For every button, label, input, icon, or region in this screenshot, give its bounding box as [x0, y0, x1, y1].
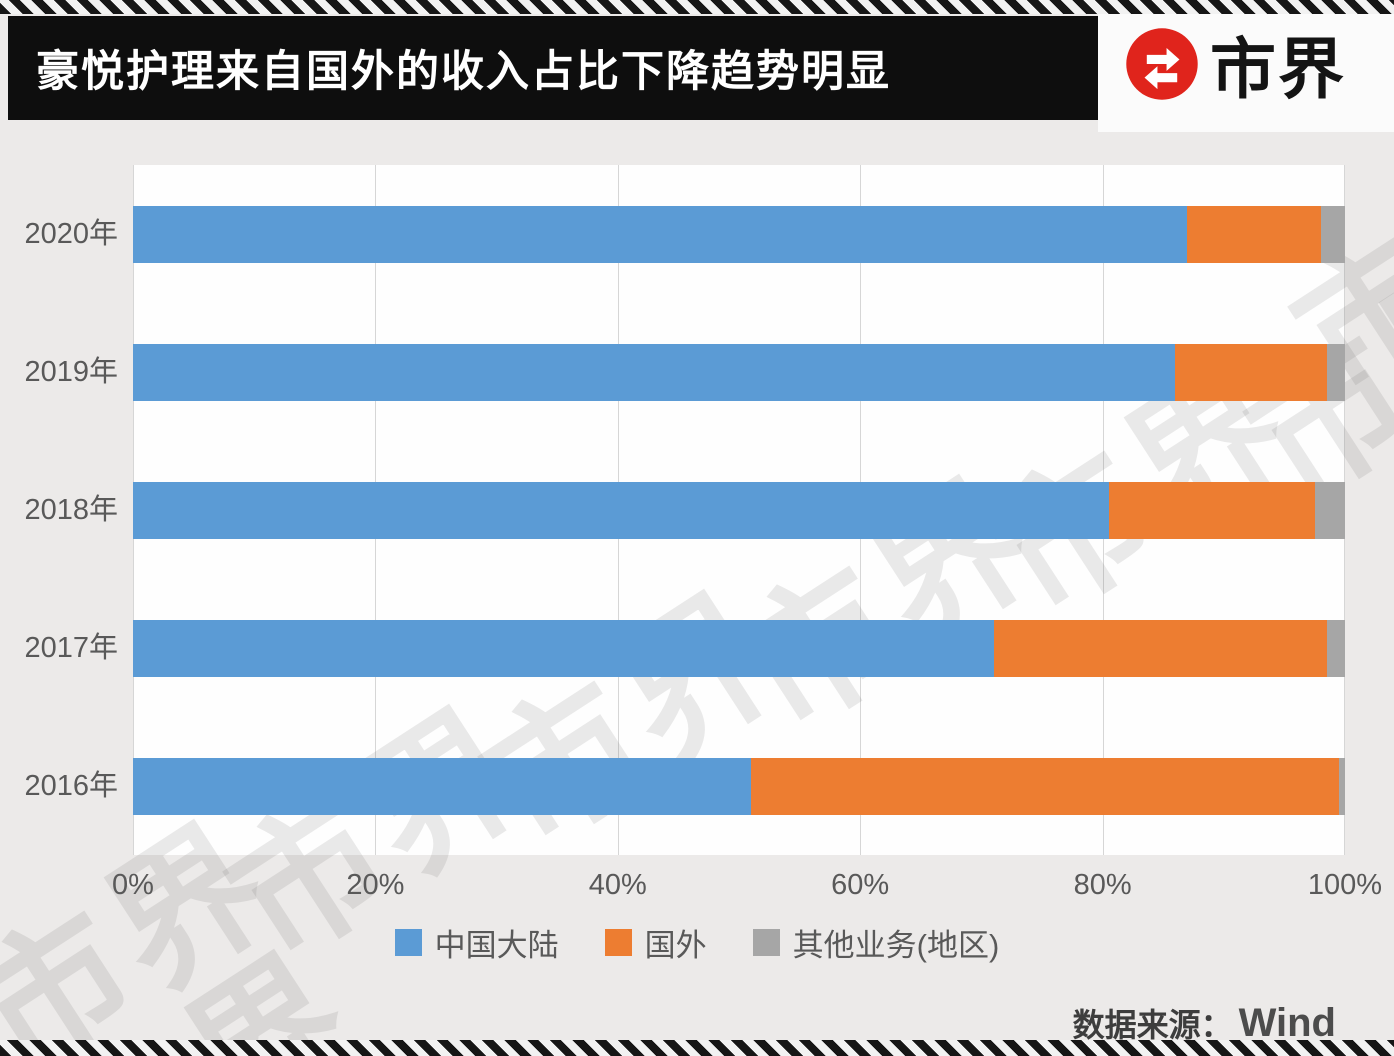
- y-axis-label: 2016年: [24, 770, 118, 802]
- legend-label-other-business: 其他业务(地区): [792, 928, 1000, 963]
- y-axis-label: 2019年: [24, 356, 118, 388]
- legend-item-overseas: 国外: [604, 920, 707, 965]
- bar-segment-overseas: [1187, 205, 1321, 263]
- legend-item-mainland-china: 中国大陆: [394, 920, 559, 965]
- brand-name: 市界: [1210, 32, 1346, 106]
- y-axis-label: 2018年: [24, 494, 118, 526]
- hazard-stripes-bottom: [0, 1040, 1394, 1056]
- bar-segment-mainland-china: [133, 757, 752, 815]
- bar-row: [133, 343, 1345, 401]
- bar-segment-overseas: [1175, 343, 1327, 401]
- bar-segment-other-business: [1326, 619, 1345, 677]
- y-axis-label: 2017年: [24, 632, 118, 664]
- bar-row: [133, 757, 1345, 815]
- x-axis-tick-label: 40%: [588, 869, 647, 901]
- x-axis-tick-label: 0%: [112, 869, 154, 901]
- bar-segment-overseas: [751, 757, 1339, 815]
- x-axis-tick-label: 60%: [831, 869, 890, 901]
- x-axis-tick-label: 100%: [1307, 869, 1383, 901]
- brand-exchange-icon: [1126, 28, 1198, 100]
- x-axis-tick-label: 20%: [346, 869, 405, 901]
- legend-label-mainland-china: 中国大陆: [434, 928, 559, 963]
- hazard-stripes-top: [0, 0, 1394, 14]
- legend-swatch-other-business: [752, 929, 780, 956]
- y-axis-label: 2020年: [24, 218, 118, 250]
- bar-segment-other-business: [1314, 481, 1345, 539]
- legend: 中国大陆 国外 其他业务(地区): [0, 920, 1394, 965]
- bar-segment-mainland-china: [133, 205, 1188, 263]
- data-source-label: 数据来源：: [1072, 1007, 1233, 1043]
- bar-row: [133, 619, 1345, 677]
- data-source-value: Wind: [1238, 1001, 1336, 1045]
- x-axis-tick-label: 80%: [1073, 869, 1132, 901]
- bar-segment-overseas: [993, 619, 1327, 677]
- page-title: 豪悦护理来自国外的收入占比下降趋势明显: [36, 48, 891, 96]
- bar-segment-mainland-china: [133, 481, 1109, 539]
- title-banner: 豪悦护理来自国外的收入占比下降趋势明显: [8, 16, 1098, 120]
- bar-segment-mainland-china: [133, 619, 994, 677]
- bar-segment-mainland-china: [133, 343, 1176, 401]
- data-source: 数据来源： Wind: [1073, 1000, 1336, 1046]
- brand-logo: 市界: [1124, 26, 1346, 106]
- bar-row: [133, 481, 1345, 539]
- legend-item-other-business: 其他业务(地区): [752, 920, 1000, 965]
- legend-swatch-mainland-china: [394, 929, 422, 956]
- bar-segment-overseas: [1108, 481, 1315, 539]
- bar-segment-other-business: [1320, 205, 1345, 263]
- legend-swatch-overseas: [604, 929, 632, 956]
- bar-segment-other-business: [1338, 757, 1345, 815]
- legend-label-overseas: 国外: [644, 928, 707, 963]
- bar-segment-other-business: [1326, 343, 1345, 401]
- bar-row: [133, 205, 1345, 263]
